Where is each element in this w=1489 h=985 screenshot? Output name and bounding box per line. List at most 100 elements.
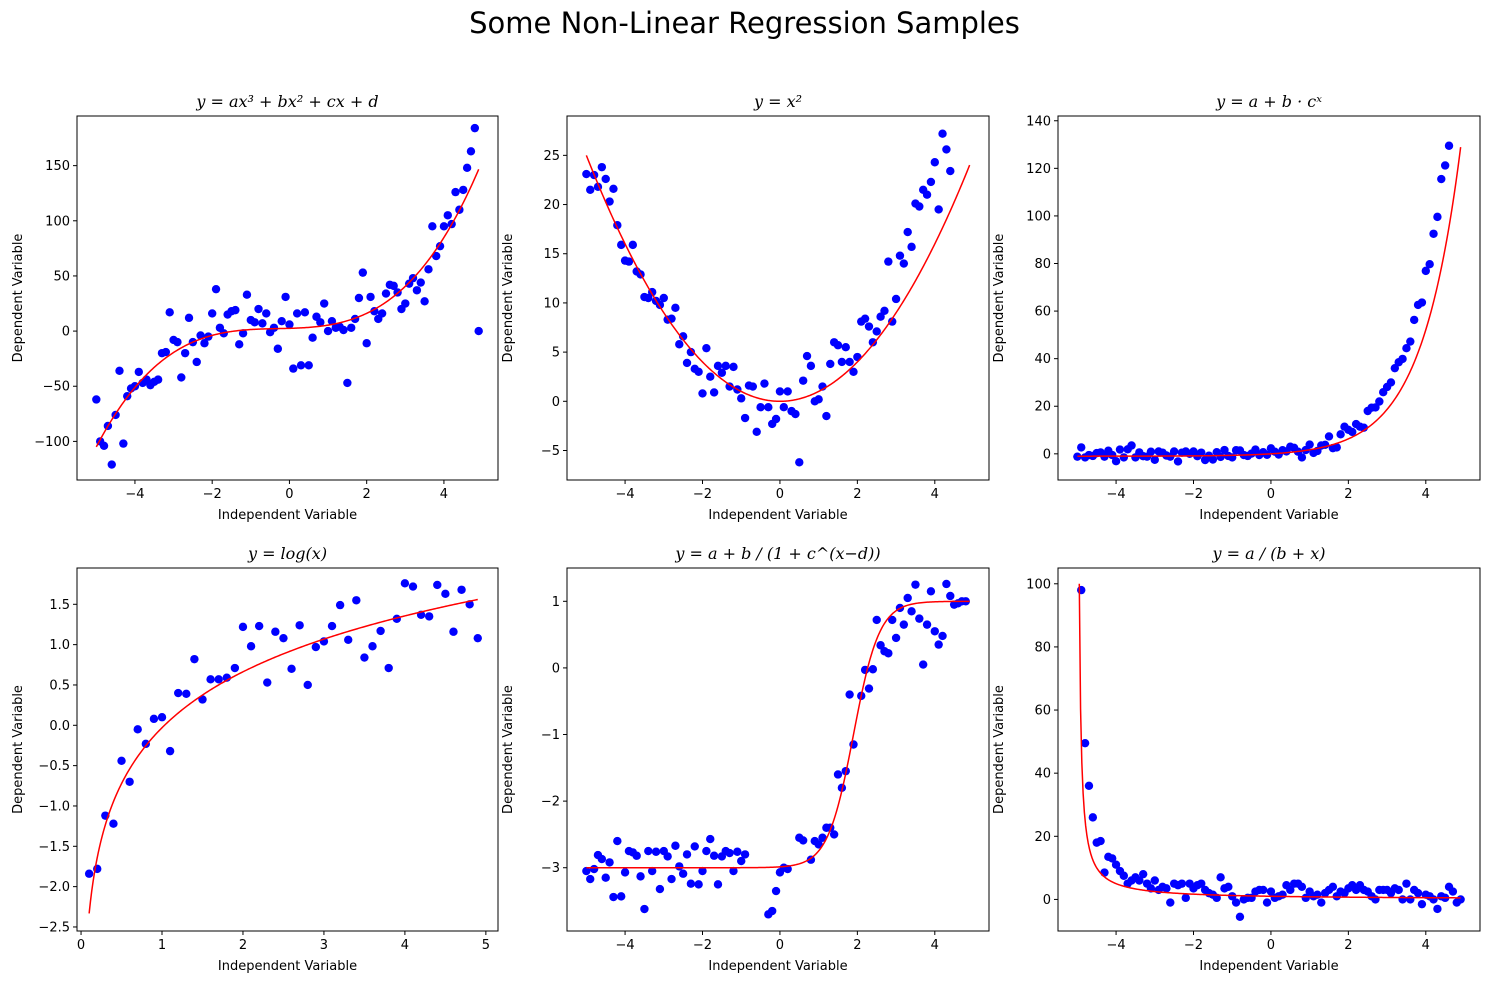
data-point (915, 614, 924, 623)
data-point (694, 367, 703, 376)
data-point (888, 317, 897, 326)
data-point (1406, 337, 1415, 346)
data-point (1181, 893, 1190, 903)
data-point (165, 746, 175, 756)
points-group (582, 579, 970, 919)
data-point (1429, 895, 1438, 904)
data-point (432, 251, 441, 261)
data-point (903, 593, 912, 603)
data-point (655, 884, 665, 894)
data-point (1073, 452, 1082, 461)
data-point (347, 323, 356, 332)
y-tick-label: 0.5 (49, 678, 70, 693)
data-point (279, 633, 288, 643)
data-point (408, 582, 418, 591)
data-point (845, 690, 854, 699)
data-point (860, 314, 870, 323)
data-point (647, 866, 657, 876)
x-tick-label: 0 (77, 938, 85, 953)
y-tick-label: 5 (552, 346, 560, 361)
data-point (1398, 895, 1407, 904)
data-point (441, 589, 450, 599)
data-point (360, 653, 369, 662)
data-point (640, 904, 649, 914)
y-tick-label: −2.5 (38, 920, 70, 935)
x-tick-label: 0 (285, 487, 293, 502)
fit-line (95, 169, 480, 448)
panel-reciprocal: y = a / (b + x)−4 −2 0 2 4020406080100Indepe… (992, 544, 1481, 974)
y-tick-label: 120 (1026, 162, 1051, 177)
data-point (343, 378, 352, 388)
y-axis-label: Dependent Variable (11, 685, 26, 814)
data-point (165, 308, 174, 317)
data-point (381, 289, 391, 298)
data-point (412, 286, 422, 295)
data-point (457, 585, 466, 594)
data-point (702, 343, 711, 353)
data-point (617, 892, 626, 901)
data-point (1115, 445, 1125, 454)
data-point (230, 663, 240, 673)
data-point (814, 840, 823, 849)
data-point (1402, 343, 1411, 353)
data-point (424, 612, 434, 621)
data-point (678, 332, 688, 341)
x-tick-label: 2 (853, 938, 861, 953)
points-group (582, 129, 955, 467)
data-point (926, 177, 936, 187)
data-point (182, 689, 191, 699)
data-point (207, 309, 217, 318)
data-point (161, 347, 171, 357)
data-point (470, 123, 480, 133)
data-point (177, 373, 186, 382)
data-point (589, 864, 599, 874)
data-point (888, 615, 897, 625)
data-point (281, 292, 290, 302)
data-point (1077, 443, 1086, 452)
data-point (771, 414, 781, 424)
x-tick-label: 4 (440, 487, 448, 502)
data-point (624, 257, 634, 266)
data-point (706, 372, 715, 381)
data-point (157, 713, 167, 722)
y-tick-label: 60 (1034, 704, 1051, 719)
y-axis-label: Dependent Variable (11, 234, 26, 363)
data-point (459, 185, 468, 195)
data-point (389, 281, 398, 291)
data-point (1440, 161, 1450, 170)
axes-frame (76, 115, 499, 481)
data-point (706, 834, 715, 844)
data-point (868, 338, 878, 347)
data-point (1336, 430, 1345, 439)
data-point (474, 326, 483, 336)
data-point (263, 678, 272, 687)
data-point (713, 880, 723, 889)
data-point (1173, 457, 1183, 466)
y-tick-label: 150 (45, 159, 70, 174)
x-tick-label: 2 (1344, 938, 1352, 953)
figure-suptitle: Some Non-Linear Regression Samples (469, 6, 1020, 40)
x-tick-label: −4 (615, 487, 634, 502)
y-tick-label: 1.5 (49, 598, 70, 613)
data-point (934, 640, 943, 649)
data-point (582, 866, 591, 876)
data-point (435, 241, 445, 251)
data-point (153, 375, 163, 384)
data-point (605, 858, 614, 867)
data-point (1224, 882, 1233, 892)
data-point (798, 836, 808, 845)
data-point (1386, 378, 1396, 387)
data-point (678, 869, 688, 878)
x-tick-label: 0 (1267, 938, 1275, 953)
data-point (659, 293, 668, 303)
data-point (214, 675, 223, 684)
data-point (775, 387, 785, 396)
data-point (273, 344, 283, 353)
data-point (922, 620, 932, 629)
data-point (613, 836, 622, 846)
data-point (1305, 440, 1314, 449)
x-tick-label: 2 (853, 487, 861, 502)
x-axis-label: Independent Variable (708, 959, 847, 974)
data-point (1258, 885, 1268, 895)
